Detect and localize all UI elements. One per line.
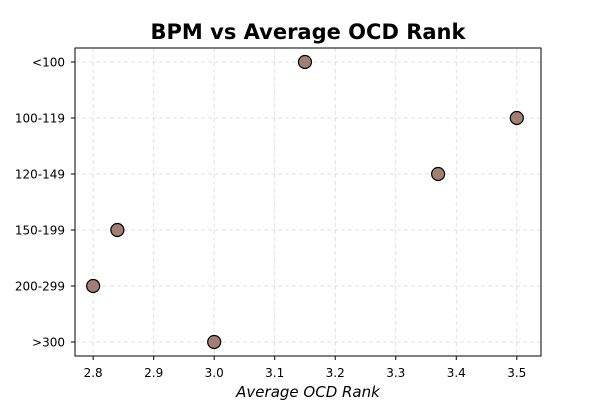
x-tick-label: 3.4 <box>447 366 466 380</box>
y-tick-label: 100-119 <box>15 112 65 126</box>
data-point <box>509 110 524 126</box>
x-tick-label: 3.2 <box>326 366 345 380</box>
data-point <box>207 334 222 350</box>
data-point <box>431 166 446 182</box>
y-tick-label: 200-299 <box>15 280 65 294</box>
x-tick-label: 3.1 <box>265 366 284 380</box>
x-axis-label: Average OCD Rank <box>235 383 381 400</box>
y-tick-label: >300 <box>32 336 65 350</box>
data-point <box>86 278 101 294</box>
x-tick-label: 3.3 <box>386 366 405 380</box>
x-tick-label: 3.5 <box>507 366 526 380</box>
data-point <box>297 54 313 70</box>
grid <box>75 48 541 356</box>
chart-title: BPM vs Average OCD Rank <box>151 20 467 44</box>
axes-ticks: 2.8 2.9 3.0 3.1 3.2 3.3 3.4 3.5 >300 200-299 150-1… <box>15 56 526 381</box>
data-points <box>86 54 524 350</box>
y-tick-label: <100 <box>32 56 65 70</box>
x-tick-label: 2.9 <box>144 366 163 380</box>
data-point <box>110 222 125 238</box>
x-tick-label: 3.0 <box>205 366 224 380</box>
x-tick-label: 2.8 <box>84 366 103 380</box>
y-tick-label: 150-199 <box>15 224 65 238</box>
plot-frame <box>74 47 542 357</box>
y-tick-label: 120-149 <box>15 168 65 182</box>
